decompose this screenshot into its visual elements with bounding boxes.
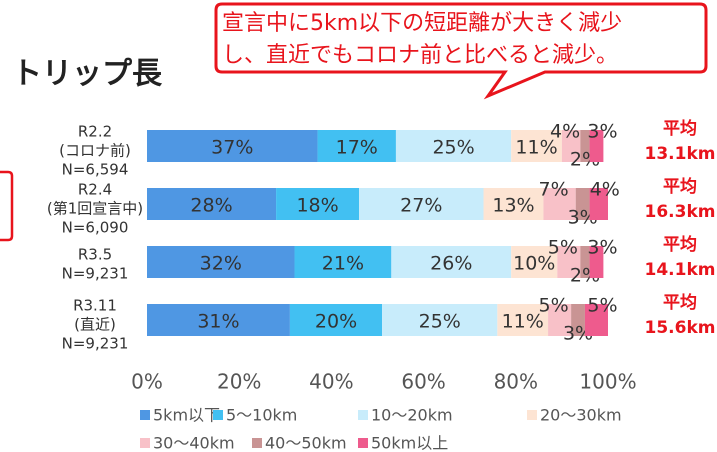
bar-segment: [294, 246, 392, 278]
category-label: N=9,231: [62, 265, 129, 283]
bar-segment: [589, 246, 604, 278]
value-label: 4%: [590, 179, 620, 201]
legend-label: 40〜50km: [265, 434, 347, 452]
legend-label: 50km以上: [371, 434, 448, 452]
bar-segment: [382, 304, 498, 336]
value-label: 5%: [539, 295, 569, 317]
category-label: (第1回宣言中): [47, 200, 143, 218]
bar-segment: [147, 130, 318, 162]
average-value: 16.3km: [645, 202, 716, 222]
value-label: 3%: [587, 237, 617, 259]
average-value: 15.6km: [645, 318, 716, 338]
bar-segment: [147, 188, 277, 220]
average-label: 平均: [663, 118, 697, 139]
value-label: 11%: [515, 137, 557, 159]
legend-swatch: [140, 438, 150, 448]
bar-segment: [391, 246, 512, 278]
value-label: 20%: [315, 311, 357, 333]
bar-segment: [548, 304, 572, 336]
category-label: (直近): [74, 316, 116, 334]
average-value: 14.1km: [645, 260, 716, 280]
value-label: 5%: [587, 295, 617, 317]
category-label: R3.5: [78, 246, 112, 264]
bar-segment: [580, 246, 590, 278]
callout-box: [214, 2, 708, 100]
bar-segment: [561, 130, 581, 162]
bar-segment: [497, 304, 549, 336]
value-label: 37%: [211, 137, 253, 159]
bar-segment: [276, 188, 360, 220]
value-label: 32%: [200, 253, 242, 275]
legend-label: 20〜30km: [540, 406, 622, 425]
bar-segment: [289, 304, 383, 336]
bar-segment: [147, 246, 295, 278]
category-label: R3.11: [73, 297, 117, 315]
callout-text: 宣言中に5km以下の短距離が大きく減少: [222, 11, 622, 36]
value-label: 21%: [322, 253, 364, 275]
x-tick-label: 100%: [579, 370, 636, 394]
bar-segment: [580, 130, 590, 162]
legend-swatch: [358, 410, 368, 420]
bar-segment: [589, 188, 608, 220]
category-label: R2.2: [78, 123, 112, 141]
legend-swatch: [358, 438, 368, 448]
category-label: R2.4: [78, 181, 112, 199]
legend-swatch: [140, 410, 150, 420]
bar-segment: [483, 188, 544, 220]
x-tick-label: 20%: [217, 370, 261, 394]
x-tick-label: 40%: [309, 370, 353, 394]
value-label: 3%: [587, 121, 617, 143]
bar-segment: [395, 130, 512, 162]
value-label: 13%: [492, 195, 534, 217]
category-label: N=6,090: [62, 219, 129, 237]
bar-segment: [359, 188, 484, 220]
legend-swatch: [527, 410, 537, 420]
average-value: 13.1km: [645, 144, 716, 164]
value-label: 5%: [548, 237, 578, 259]
legend-label: 5〜10km: [226, 406, 297, 425]
x-tick-label: 0%: [131, 370, 163, 394]
bar-segment: [511, 246, 558, 278]
bar-segment: [589, 130, 604, 162]
category-label: N=6,594: [62, 161, 129, 179]
bar-segment: [317, 130, 396, 162]
value-label: 10%: [513, 253, 555, 275]
value-label: 27%: [400, 195, 442, 217]
category-label: (コロナ前): [59, 142, 131, 160]
bar-segment: [147, 304, 290, 336]
value-label: 26%: [430, 253, 472, 275]
x-tick-label: 80%: [494, 370, 538, 394]
bracket: [0, 170, 14, 242]
legend-label: 10〜20km: [371, 406, 453, 425]
callout-text: し、直近でもコロナ前と比べると減少。: [222, 43, 618, 68]
bar-segment: [584, 304, 608, 336]
chart-title: トリップ長: [12, 57, 163, 92]
value-label: 28%: [190, 195, 232, 217]
value-label: 17%: [336, 137, 378, 159]
average-label: 平均: [663, 234, 697, 255]
bar-segment: [571, 304, 585, 336]
bar-segment: [543, 188, 576, 220]
bar-segment: [575, 188, 590, 220]
value-label: 11%: [502, 311, 544, 333]
value-label: 25%: [419, 311, 461, 333]
bar-segment: [557, 246, 581, 278]
x-tick-label: 60%: [401, 370, 445, 394]
value-label: 18%: [296, 195, 338, 217]
value-label: 25%: [432, 137, 474, 159]
average-label: 平均: [663, 176, 697, 197]
value-label: 7%: [539, 179, 569, 201]
legend-label: 5km以下: [153, 406, 220, 425]
legend-swatch: [252, 438, 262, 448]
average-label: 平均: [663, 292, 697, 313]
category-label: N=9,231: [62, 335, 129, 353]
bar-segment: [511, 130, 562, 162]
value-label: 4%: [550, 121, 580, 143]
legend-label: 30〜40km: [153, 434, 235, 452]
value-label: 31%: [197, 311, 239, 333]
legend-swatch: [213, 410, 223, 420]
